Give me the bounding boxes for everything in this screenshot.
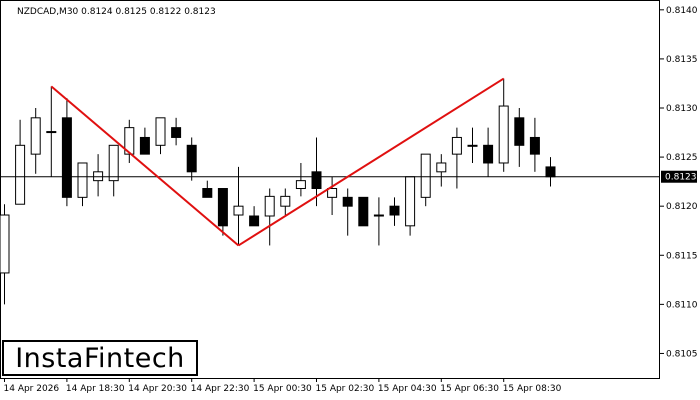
candle [217,188,228,236]
x-tick-label: 15 Apr 06:30 [440,384,499,394]
candle-body [108,144,119,182]
candle-body [280,195,291,207]
chart-header: NZDCAD,M30 0.8124 0.8125 0.8122 0.8123 [17,7,216,17]
candle-body [30,117,41,155]
candle-body [514,117,525,146]
candle-body [358,196,369,227]
y-axis: 0.8140 0.8135 0.8130 0.8125 0.8120 0.8115 0.81… [660,6,698,359]
x-tick-label: 14 Apr 22:30 [191,384,250,394]
candle-body [77,162,88,198]
candle [467,127,478,163]
candle-body [295,180,306,190]
candle [358,196,369,227]
x-tick-label: 14 Apr 18:30 [66,384,125,394]
candle-body [436,162,447,173]
candle [373,197,384,246]
pattern-line [50,85,240,247]
y-tick-label: 0.8135 [666,55,698,65]
candle [155,117,166,155]
candle [451,127,462,189]
candle [327,176,338,216]
candle-body [498,105,509,164]
x-axis: 14 Apr 2026 14 Apr 18:30 14 Apr 20:30 14 Ap… [4,378,562,394]
candle-body [529,136,540,155]
candle-body [202,188,213,198]
candle [342,188,353,236]
candle-body [139,136,150,155]
candle [389,197,400,226]
current-price-label: 0.8123 [661,170,697,183]
pattern-line [237,77,505,247]
candle-body [155,117,166,146]
candle-body [186,144,197,173]
instafintech-logo: InstaFintech [2,340,198,376]
y-tick-label: 0.8115 [666,251,698,261]
candle [249,206,260,227]
x-tick-label: 14 Apr 2026 [4,384,60,394]
candle-body [483,144,494,164]
y-tick-label: 0.8105 [666,349,698,359]
candle-body [124,127,135,155]
candle-body [467,144,478,147]
candlestick-series [0,78,556,305]
double-top-pattern [50,77,505,247]
y-tick-label: 0.8110 [666,300,698,310]
x-tick-label: 15 Apr 04:30 [378,384,437,394]
candle [264,188,275,246]
candle-body [327,188,338,198]
y-tick-label: 0.8120 [666,202,698,212]
x-tick-label: 14 Apr 20:30 [128,384,187,394]
candle [233,166,244,246]
candle [420,153,431,207]
y-tick-label: 0.8125 [666,153,698,163]
candle-body [0,214,10,274]
candle [202,180,213,198]
candle-body [264,195,275,217]
y-tick-label: 0.8140 [666,6,698,16]
candle-body [373,214,384,217]
candle [529,117,540,172]
candle-body [451,136,462,155]
x-tick-label: 15 Apr 02:30 [316,384,375,394]
candle-body [420,153,431,198]
candle-body [545,166,556,178]
candle [311,137,322,207]
candle-body [171,127,182,138]
candle-body [405,176,416,227]
candle [46,86,57,177]
candle [483,127,494,177]
candle-body [342,196,353,207]
x-tick-label: 15 Apr 08:30 [503,384,562,394]
candle [139,127,150,155]
candle [280,188,291,216]
candle-body [389,205,400,216]
candle [0,204,10,305]
candle [124,119,135,163]
candle [61,98,72,207]
current-price-value: 0.8123 [665,173,697,183]
candle [171,117,182,146]
candle [186,137,197,181]
x-tick-label: 15 Apr 00:30 [253,384,312,394]
candle [295,162,306,197]
candle [514,108,525,167]
candle [108,144,119,197]
candle-body [249,215,260,227]
y-tick-label: 0.8130 [666,104,698,114]
candle-body [217,188,228,227]
candle [498,78,509,172]
candle-body [233,205,244,216]
candle [77,162,88,207]
candle-body [46,131,57,134]
candle-body [61,117,72,198]
candle [15,119,26,205]
candle [30,108,41,174]
candle-body [15,144,26,205]
logo-text: InstaFintech [15,342,185,374]
candle-body [311,171,322,190]
candle [436,154,447,187]
